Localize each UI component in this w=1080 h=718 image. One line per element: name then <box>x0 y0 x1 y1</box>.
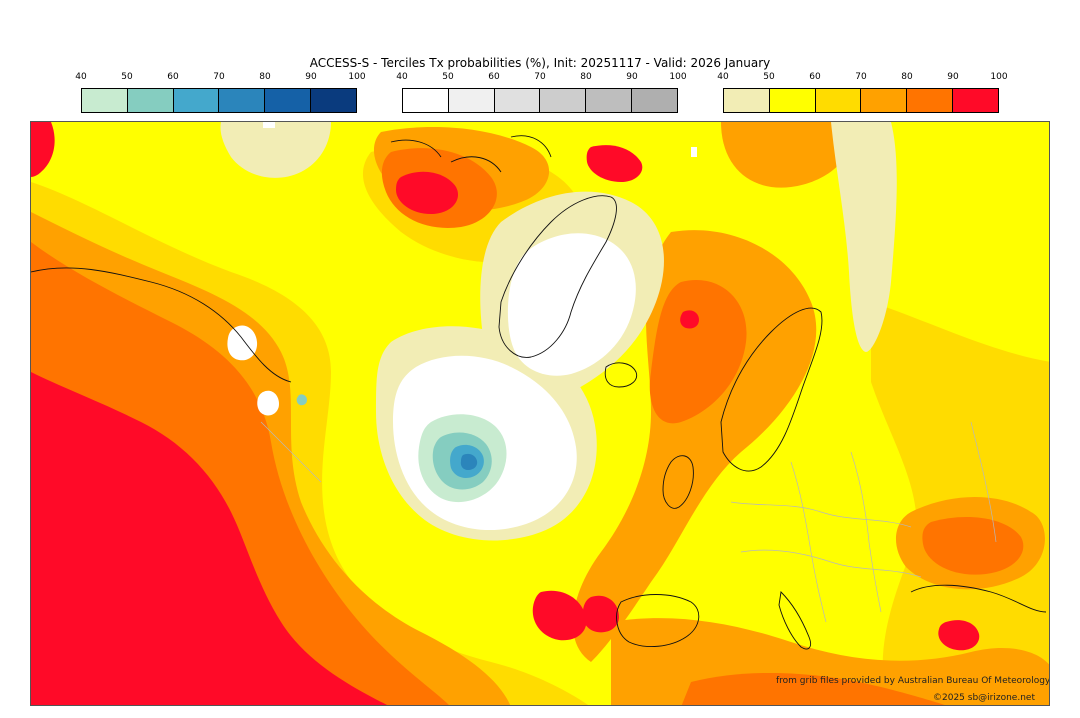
tick-label: 50 <box>442 72 454 82</box>
red-region-svalbard <box>586 145 643 182</box>
tick-label: 60 <box>809 72 821 82</box>
coastlines <box>31 135 1047 650</box>
red-region-turkey <box>938 620 980 651</box>
arctic-islands-coast <box>390 135 552 173</box>
color-swatch <box>127 89 174 112</box>
tick-label: 70 <box>855 72 867 82</box>
red-region-arctic-island <box>396 171 459 214</box>
white-artifact <box>263 122 275 128</box>
color-swatch <box>311 89 356 112</box>
tick-label: 50 <box>763 72 775 82</box>
colorbar-ticks: 40 50 60 70 80 90 100 <box>717 72 1007 84</box>
teal-spot-svalbard <box>296 394 307 406</box>
darkorange-region-south <box>681 672 945 705</box>
colorbar-swatches <box>81 88 357 113</box>
tick-label: 40 <box>717 72 729 82</box>
colorbar-swatches <box>402 88 678 113</box>
color-swatch <box>632 89 677 112</box>
white-region-greenland <box>507 233 636 376</box>
tick-label: 70 <box>213 72 225 82</box>
red-region-northwest <box>31 122 55 177</box>
color-swatch <box>219 89 266 112</box>
map-title: ACCESS-S - Terciles Tx probabilities (%)… <box>309 56 771 70</box>
color-swatch <box>494 89 541 112</box>
color-swatch <box>265 89 312 112</box>
colorbar-near-normal: 40 50 60 70 80 90 100 <box>396 72 687 113</box>
color-swatch <box>540 89 587 112</box>
iceland-coast <box>604 362 638 388</box>
greenland-coast <box>498 195 617 358</box>
tick-label: 40 <box>75 72 87 82</box>
red-region-atlantic <box>31 372 388 705</box>
tick-label: 80 <box>259 72 271 82</box>
country-borders <box>260 421 997 623</box>
red-region-norway-sea <box>680 310 699 329</box>
colorbar-below-normal: 40 50 60 70 80 90 100 <box>75 72 366 113</box>
copyright-credit: ©2025 sb@irizone.net <box>933 693 1035 703</box>
tick-label: 90 <box>626 72 638 82</box>
cream-region-russia-north <box>831 122 897 352</box>
color-swatch <box>82 89 128 112</box>
tick-label: 100 <box>990 72 1008 82</box>
darkorange-region-east <box>922 517 1024 575</box>
darkorange-region-center <box>649 280 747 424</box>
color-swatch <box>173 89 220 112</box>
tick-label: 100 <box>348 72 366 82</box>
tick-label: 90 <box>947 72 959 82</box>
darkblue-region <box>460 453 478 470</box>
tick-label: 100 <box>669 72 687 82</box>
tick-label: 40 <box>396 72 408 82</box>
eastern-europe-coast <box>910 584 1047 613</box>
color-swatch <box>861 89 908 112</box>
colorbar-above-normal: 40 50 60 70 80 90 100 <box>717 72 1008 113</box>
color-swatch <box>448 89 495 112</box>
tick-label: 80 <box>580 72 592 82</box>
red-region-iberia-west <box>582 595 619 633</box>
colorbar-ticks: 40 50 60 70 80 90 100 <box>396 72 686 84</box>
british-isles-coast <box>662 455 694 509</box>
italy-coast <box>778 591 812 650</box>
colorbar-swatches <box>723 88 999 113</box>
color-swatch <box>815 89 862 112</box>
orange-region-top-right <box>721 122 853 188</box>
tick-label: 90 <box>305 72 317 82</box>
color-swatch <box>403 89 449 112</box>
color-swatch <box>769 89 816 112</box>
cream-region-canada <box>220 122 331 178</box>
color-swatch <box>953 89 998 112</box>
scandinavia-coast <box>720 307 823 472</box>
color-swatch <box>586 89 633 112</box>
red-region-mid-atlantic <box>532 590 587 641</box>
white-region-svalbard <box>257 390 279 416</box>
color-swatch <box>724 89 770 112</box>
canada-coast <box>31 267 292 383</box>
tick-label: 50 <box>121 72 133 82</box>
iberia-coast <box>616 594 700 648</box>
tick-label: 70 <box>534 72 546 82</box>
tick-label: 80 <box>901 72 913 82</box>
probability-map: from grib files provided by Australian B… <box>30 121 1050 706</box>
tick-label: 60 <box>488 72 500 82</box>
orange-region-center <box>572 230 817 662</box>
white-region-labrador <box>227 325 258 361</box>
color-swatch <box>907 89 954 112</box>
tick-label: 60 <box>167 72 179 82</box>
colorbar-ticks: 40 50 60 70 80 90 100 <box>75 72 365 84</box>
source-credit: from grib files provided by Australian B… <box>776 676 1050 686</box>
white-artifact <box>691 147 697 157</box>
